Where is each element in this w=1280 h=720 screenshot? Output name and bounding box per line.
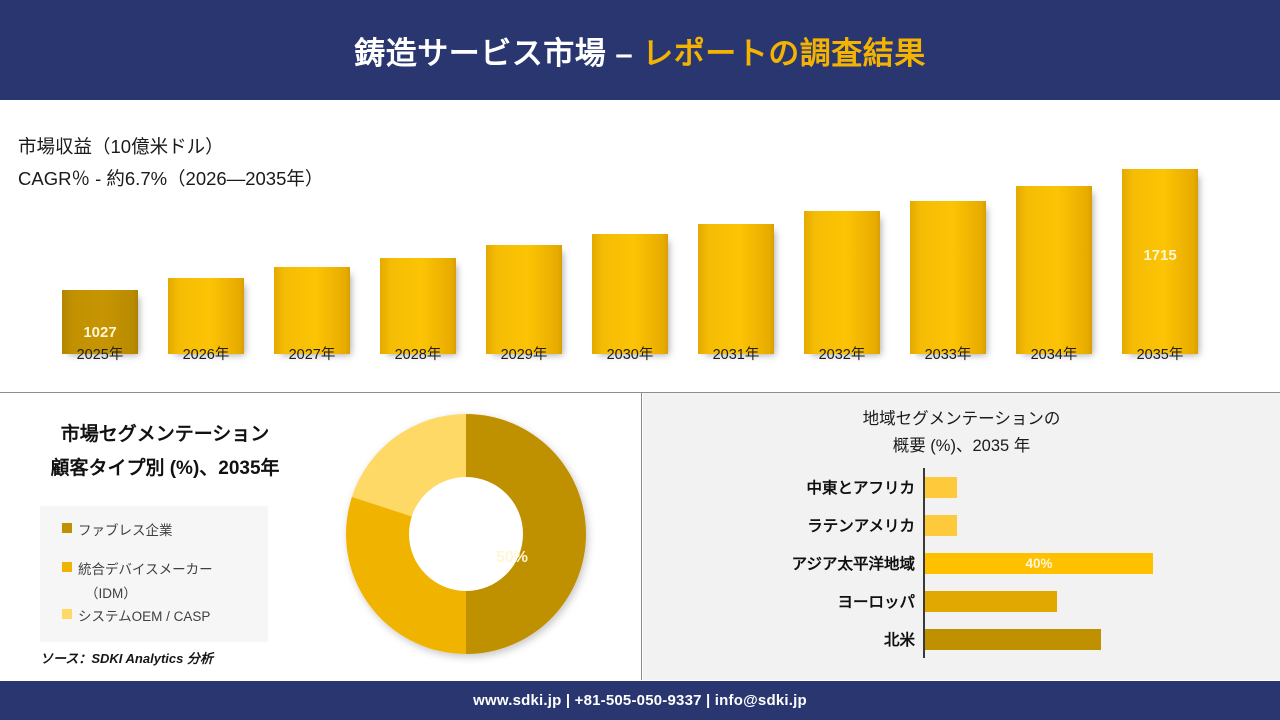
regional-bar: [925, 629, 1101, 650]
revenue-bar: 1027: [62, 290, 138, 354]
legend-item-label: ファブレス企業: [78, 523, 173, 538]
page-header: 鋳造サービス市場 – レポートの調査結果: [0, 0, 1280, 100]
revenue-bar: [910, 201, 986, 354]
page-title-primary: 鋳造サービス市場 –: [354, 35, 634, 71]
revenue-x-axis-labels: 2025年 2026年 2027年 2028年 2029年 2030年 2031年 2032年…: [0, 343, 1280, 373]
regional-bar: [925, 591, 1057, 612]
revenue-bar-column: [380, 258, 456, 354]
revenue-x-label: 2030年: [606, 347, 654, 363]
revenue-bar-column: 1715: [1122, 169, 1198, 354]
donut-chart: 50%: [332, 403, 600, 665]
legend-swatch-icon: [62, 523, 72, 533]
regional-bar-label: ラテンアメリカ: [807, 518, 915, 535]
regional-bar-label: 中東とアフリカ: [806, 480, 915, 497]
legend-item-label: システムOEM / CASP: [78, 609, 211, 624]
revenue-bar-value: 1027: [83, 324, 117, 341]
regional-title: 地域セグメンテーションの 概要 (%)、2035 年: [643, 406, 1280, 460]
legend-item-fabless: ファブレス企業: [62, 519, 173, 539]
regional-bar-row: ヨーロッパ: [643, 582, 1280, 620]
donut-data-label: 50%: [496, 549, 529, 566]
regional-bar-row: アジア太平洋地域 40%: [643, 544, 1280, 582]
legend-item-idm: 統合デバイスメーカー: [62, 558, 213, 578]
revenue-x-label: 2028年: [394, 347, 442, 363]
segmentation-title-line1: 市場セグメンテーション: [60, 424, 270, 445]
revenue-cagr-label: CAGR％ - 約6.7%（2026―2035年）: [18, 168, 324, 189]
revenue-bar-column: [274, 267, 350, 354]
regional-chart-axis: [923, 468, 925, 658]
segmentation-title-line2: 顧客タイプ別 (%)、2035年: [50, 458, 280, 479]
revenue-x-label: 2025年: [76, 347, 124, 363]
revenue-bar-column: [698, 224, 774, 354]
regional-bar-value: 40%: [1025, 556, 1053, 571]
regional-bar-label: 北米: [883, 632, 915, 649]
legend-swatch-icon: [62, 609, 72, 619]
donut-chart-svg: [346, 414, 586, 654]
revenue-bar: [1016, 186, 1092, 354]
regional-panel: 地域セグメンテーションの 概要 (%)、2035 年 中東とアフリカ ラテンアメリ…: [643, 393, 1280, 680]
segmentation-panel: 市場セグメンテーション 顧客タイプ別 (%)、2035年 ファブレス企業 統合デ…: [0, 393, 642, 680]
revenue-bar-column: [486, 245, 562, 354]
page-title: 鋳造サービス市場 – レポートの調査結果: [354, 28, 925, 73]
revenue-bar: [486, 245, 562, 354]
revenue-x-label: 2034年: [1030, 347, 1078, 363]
revenue-bar: [698, 224, 774, 354]
legend-swatch-icon: [62, 562, 72, 572]
segmentation-legend: ファブレス企業 統合デバイスメーカー （IDM） システムOEM / CASP: [40, 506, 268, 642]
regional-bar-row: 北米: [643, 620, 1280, 658]
revenue-x-label: 2027年: [288, 347, 336, 363]
page-title-accent: レポートの調査結果: [642, 35, 926, 71]
revenue-x-label: 2035年: [1136, 347, 1184, 363]
revenue-bar: [804, 211, 880, 354]
revenue-x-label: 2029年: [500, 347, 548, 363]
revenue-bar-column: [168, 278, 244, 354]
revenue-bar: [592, 234, 668, 354]
footer-contact-text: www.sdki.jp | +81-505-050-9337 | info@sd…: [473, 692, 807, 709]
regional-bar-row: ラテンアメリカ: [643, 506, 1280, 544]
revenue-bar: [168, 278, 244, 354]
revenue-bar-column: [1016, 186, 1092, 354]
revenue-bar: [380, 258, 456, 354]
revenue-x-label: 2026年: [182, 347, 230, 363]
revenue-bar-column: [910, 201, 986, 354]
regional-bar-row: 中東とアフリカ: [643, 468, 1280, 506]
revenue-axis-label: 市場収益（10億米ドル）: [18, 136, 224, 157]
legend-item-idm-sublabel: （IDM）: [85, 586, 137, 601]
regional-bar: 40%: [925, 553, 1153, 574]
regional-bar-chart: 中東とアフリカ ラテンアメリカアジア太平洋地域 40% ヨーロッパ北米: [643, 468, 1280, 658]
revenue-bar-column: 1027: [62, 290, 138, 354]
revenue-bar: [274, 267, 350, 354]
legend-item-label: 統合デバイスメーカー: [78, 562, 213, 577]
revenue-bar-value: 1715: [1143, 247, 1177, 264]
regional-bar-label: アジア太平洋地域: [791, 556, 915, 573]
revenue-bars-area: 1027 1715: [0, 100, 1280, 392]
revenue-bar-column: [592, 234, 668, 354]
segmentation-title: 市場セグメンテーション 顧客タイプ別 (%)、2035年: [0, 418, 330, 486]
revenue-x-label: 2033年: [924, 347, 972, 363]
donut-hole: [409, 477, 523, 591]
donut-slice: [466, 414, 586, 654]
regional-title-line2: 概要 (%)、2035 年: [892, 437, 1031, 455]
revenue-bar-column: [804, 211, 880, 354]
regional-bar-label: ヨーロッパ: [837, 594, 915, 611]
regional-bar: [925, 477, 957, 498]
revenue-x-label: 2031年: [712, 347, 760, 363]
revenue-x-label: 2032年: [818, 347, 866, 363]
revenue-bar: 1715: [1122, 169, 1198, 354]
page-footer: www.sdki.jp | +81-505-050-9337 | info@sd…: [0, 681, 1280, 720]
panel-divider-horizontal: [0, 392, 1280, 393]
regional-title-line1: 地域セグメンテーションの: [862, 410, 1061, 428]
revenue-bar-chart: 市場収益（10億米ドル） CAGR％ - 約6.7%（2026―2035年） 1…: [0, 100, 1280, 392]
regional-bar: [925, 515, 957, 536]
source-note: ソース：SDKI Analytics 分析: [40, 651, 213, 666]
legend-item-system-oem: システムOEM / CASP: [62, 605, 210, 625]
